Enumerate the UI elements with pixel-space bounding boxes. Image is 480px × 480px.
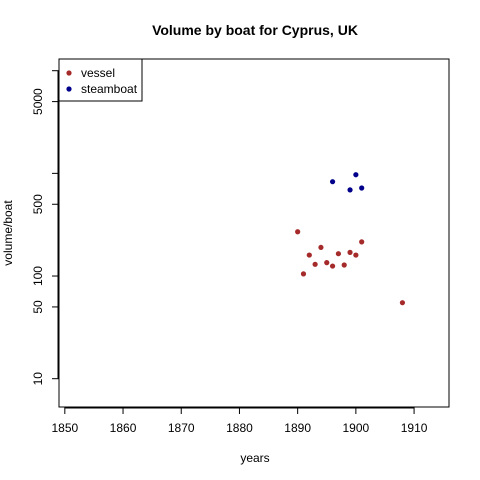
data-points <box>295 172 406 306</box>
point-vessel <box>359 239 365 245</box>
point-vessel <box>324 260 330 266</box>
point-vessel <box>399 300 406 306</box>
point-vessel <box>347 249 353 255</box>
point-vessel <box>300 271 307 277</box>
point-vessel <box>312 261 318 267</box>
y-tick-label: 10 <box>31 372 45 386</box>
y-axis-label: volume/boat <box>1 200 15 266</box>
y-tick-label: 50 <box>31 300 45 314</box>
point-vessel <box>295 229 301 235</box>
x-axis-label: years <box>240 451 269 465</box>
y-tick-label: 100 <box>31 266 45 286</box>
x-tick-label: 1880 <box>226 421 253 435</box>
x-tick-label: 1860 <box>110 421 137 435</box>
point-vessel <box>335 251 342 257</box>
y-axis: 10 50 100 500 5000 <box>31 70 59 386</box>
legend-label-steamboat: steamboat <box>81 82 138 96</box>
x-tick-label: 1890 <box>284 421 311 435</box>
legend-box <box>58 58 143 102</box>
point-vessel <box>341 262 347 268</box>
legend-label-vessel: vessel <box>81 66 115 80</box>
point-vessel <box>353 252 359 258</box>
legend-marker-vessel <box>66 70 72 76</box>
x-tick-label: 1850 <box>51 421 78 435</box>
point-vessel <box>329 263 336 269</box>
point-steamboat <box>329 179 336 185</box>
x-tick-label: 1910 <box>401 421 428 435</box>
point-vessel <box>306 252 312 258</box>
point-steamboat <box>353 172 359 178</box>
point-vessel <box>318 244 324 251</box>
legend: vessel steamboat <box>58 58 143 102</box>
y-tick-label: 500 <box>31 194 45 214</box>
point-steamboat <box>359 185 365 191</box>
legend-marker-steamboat <box>66 86 72 92</box>
x-axis: 1850 1860 1870 1880 1890 1900 1910 <box>51 407 428 435</box>
point-steamboat <box>347 187 353 193</box>
plot-frame <box>58 58 450 408</box>
x-tick-label: 1870 <box>168 421 195 435</box>
chart-title: Volume by boat for Cyprus, UK <box>152 22 358 38</box>
y-tick-label: 5000 <box>31 88 45 115</box>
x-tick-label: 1900 <box>343 421 370 435</box>
